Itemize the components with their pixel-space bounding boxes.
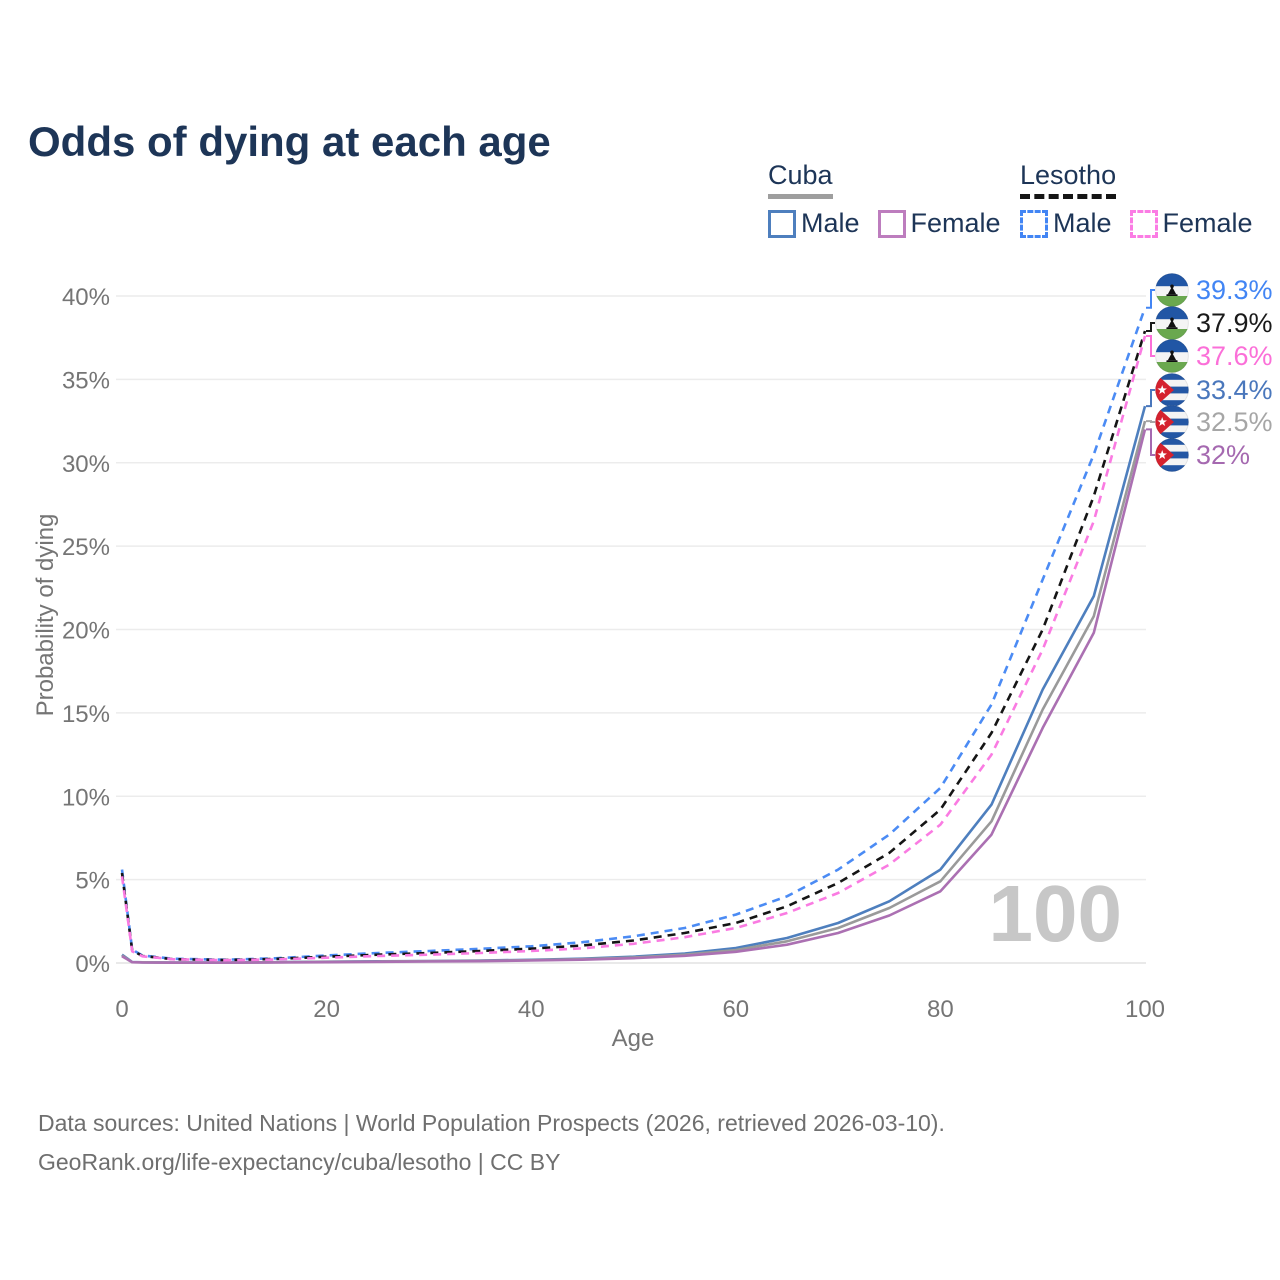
x-tick-60: 60 [722,996,749,1023]
y-tick-10: 10% [62,784,110,811]
end-label-lesotho-male: 39.3% [1155,273,1273,307]
legend-country-lesotho: Lesotho [1020,160,1117,199]
series-line-lesotho-male [120,307,1147,961]
cuba-female-swatch-icon [877,209,906,238]
y-tick-25: 25% [62,534,110,561]
cuba-flag-icon [1155,373,1189,407]
lesotho-female-swatch-icon [1129,209,1158,238]
series-line-lesotho-female [120,335,1147,962]
legend-country-cuba: Cuba [768,160,833,199]
end-label-lesotho-female: 37.6% [1155,339,1273,373]
legend-label-cuba-female: Female [910,208,1001,238]
legend-group-cuba: Cuba Male Female [768,160,1019,239]
lesotho-male-swatch-icon [1020,209,1048,238]
label-connector-lesotho-female [1146,335,1155,357]
end-label-cuba-both: 32.5% [1155,405,1273,439]
footer-attribution: GeoRank.org/life-expectancy/cuba/lesotho… [38,1149,561,1175]
series-line-lesotho-both [120,330,1147,962]
page-title: Odds of dying at each age [28,118,551,166]
legend-label-lesotho-female: Female [1162,208,1253,238]
label-connector-lesotho-both [1146,322,1155,332]
x-tick-20: 20 [313,996,340,1023]
legend-item-cuba-male[interactable]: Male [768,208,860,239]
footer-data-sources: Data sources: United Nations | World Pop… [38,1110,945,1136]
end-label-cuba-female: 32% [1155,438,1250,472]
legend-item-lesotho-male[interactable]: Male [1020,208,1112,239]
lesotho-flag-icon [1155,306,1189,340]
y-tick-35: 35% [62,367,110,394]
label-connector-cuba-female [1146,428,1155,456]
label-connector-cuba-male [1146,389,1155,408]
end-value-cuba-both: 32.5% [1196,406,1273,437]
y-axis-title: Probability of dying [32,513,59,717]
legend-label-lesotho-male: Male [1053,208,1112,238]
x-tick-0: 0 [115,996,128,1023]
end-label-cuba-male: 33.4% [1155,373,1273,407]
y-tick-40: 40% [62,284,110,311]
end-value-lesotho-female: 37.6% [1196,340,1273,371]
cuba-flag-icon [1155,438,1189,472]
series-line-cuba-male [121,405,1147,964]
lesotho-flag-icon [1155,339,1189,373]
x-axis-title: Age [611,1025,655,1052]
label-connector-cuba-both [1146,420,1155,423]
series-line-cuba-both [121,420,1147,964]
series-line-cuba-female [121,429,1147,964]
y-tick-0: 0% [75,951,110,978]
end-label-lesotho-both: 37.9% [1155,306,1273,340]
x-tick-80: 80 [927,996,954,1023]
legend-group-lesotho: Lesotho Male Female [1020,160,1271,239]
y-tick-15: 15% [62,701,110,728]
end-value-cuba-male: 33.4% [1196,374,1273,405]
legend-item-cuba-female[interactable]: Female [877,208,1001,239]
label-connector-lesotho-male [1146,289,1155,309]
end-value-lesotho-male: 39.3% [1196,274,1273,305]
y-tick-20: 20% [62,618,110,645]
age-watermark: 100 [989,869,1122,958]
x-tick-40: 40 [518,996,545,1023]
end-value-lesotho-both: 37.9% [1196,307,1273,338]
footer: Data sources: United Nations | World Pop… [38,1104,945,1182]
legend-item-lesotho-female[interactable]: Female [1129,208,1253,239]
lesotho-flag-icon [1155,273,1189,307]
cuba-male-swatch-icon [768,209,796,238]
x-tick-100: 100 [1125,996,1165,1023]
end-value-cuba-female: 32% [1196,439,1251,470]
cuba-flag-icon [1155,405,1189,439]
y-tick-5: 5% [75,868,110,895]
y-tick-30: 30% [62,451,110,478]
legend-label-cuba-male: Male [801,208,860,238]
